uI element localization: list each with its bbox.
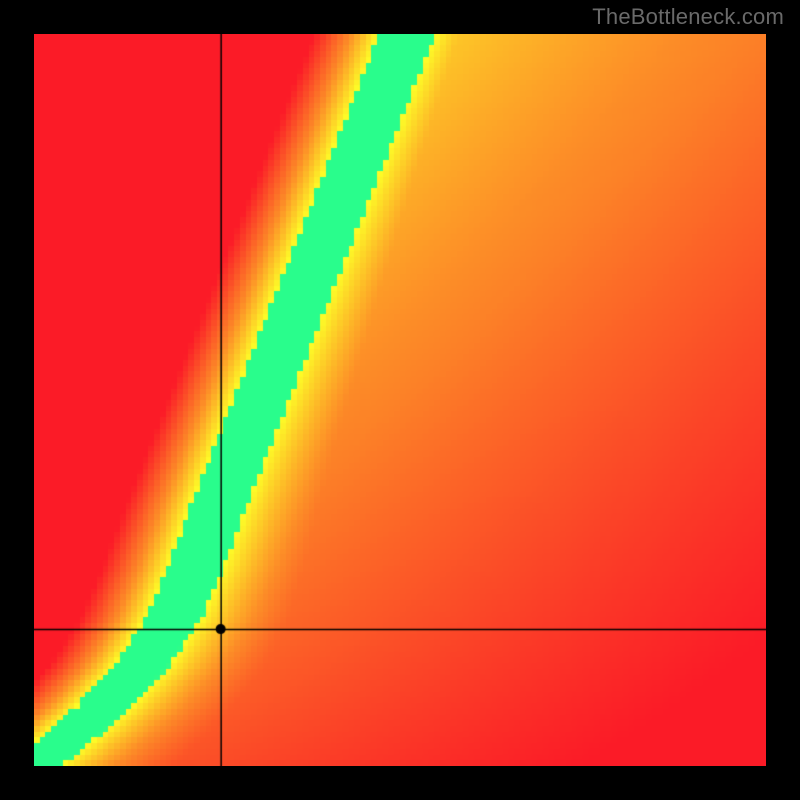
crosshair-overlay	[34, 34, 766, 766]
chart-container: { "watermark": "TheBottleneck.com", "wat…	[0, 0, 800, 800]
watermark-text: TheBottleneck.com	[592, 4, 784, 30]
